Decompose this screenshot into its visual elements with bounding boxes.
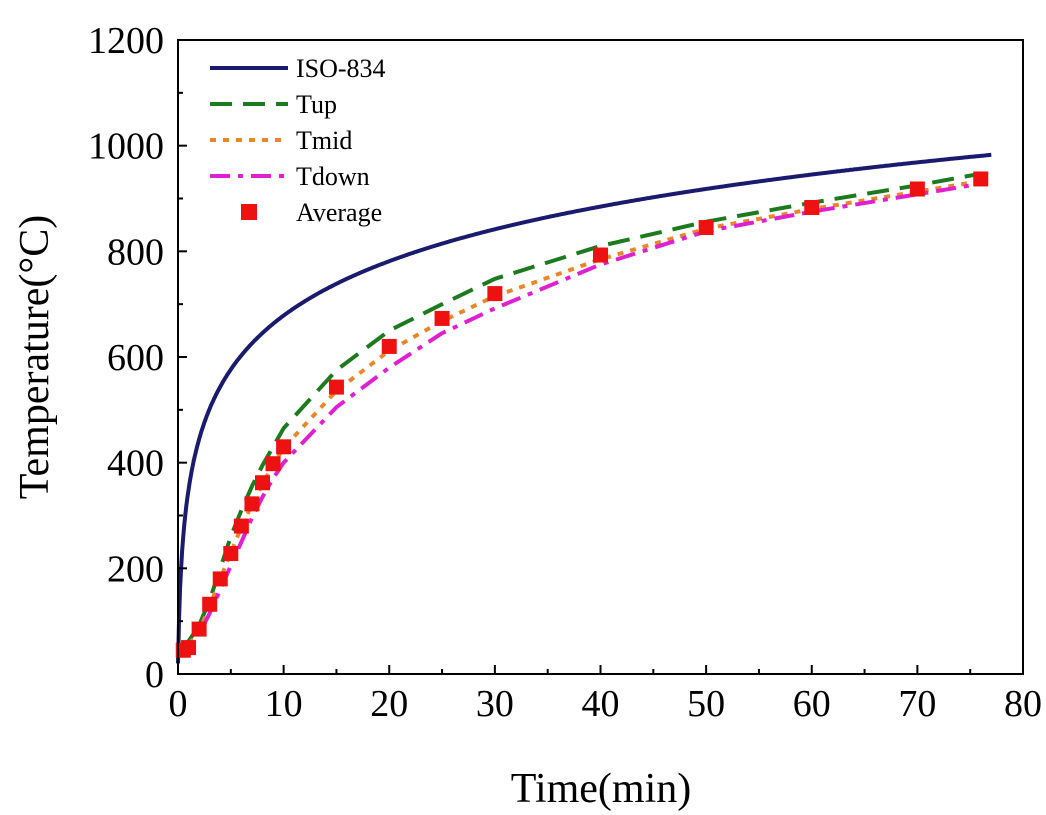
- average-marker: [202, 596, 218, 612]
- y-tick-label: 400: [107, 443, 164, 485]
- average-marker: [381, 338, 397, 354]
- x-tick-label: 50: [687, 683, 725, 725]
- legend-label-tup: Tup: [296, 90, 337, 119]
- average-marker: [328, 379, 344, 395]
- average-marker: [593, 247, 608, 263]
- average-marker: [255, 475, 270, 491]
- average-marker: [181, 640, 197, 656]
- x-tick-label: 30: [476, 683, 514, 725]
- average-marker: [223, 546, 239, 562]
- average-marker: [804, 199, 820, 215]
- y-tick-label: 800: [107, 231, 164, 273]
- x-tick-label: 70: [898, 683, 936, 725]
- y-tick-label: 1000: [88, 126, 164, 168]
- x-tick-label: 60: [793, 683, 831, 725]
- legend-label-tmid: Tmid: [296, 126, 352, 155]
- y-tick-label: 600: [107, 337, 164, 379]
- average-marker: [487, 286, 503, 302]
- average-marker: [191, 621, 207, 637]
- average-marker: [973, 171, 989, 187]
- average-marker: [233, 518, 249, 534]
- legend-swatch-average: [241, 204, 257, 220]
- average-marker: [244, 496, 260, 512]
- x-tick-label: 10: [265, 683, 303, 725]
- iso-834-line: [176, 152, 993, 664]
- x-tick-label: 80: [1004, 683, 1042, 725]
- series-layer: [175, 152, 993, 664]
- y-tick-label: 1200: [88, 20, 164, 62]
- x-tick-label: 20: [370, 683, 408, 725]
- x-tick-label: 40: [582, 683, 620, 725]
- legend-label-iso-834: ISO-834: [296, 54, 386, 83]
- y-tick-label: 200: [107, 548, 164, 590]
- y-tick-label: 0: [145, 654, 164, 696]
- y-axis-title: Temperature(°C): [12, 215, 58, 499]
- average-marker: [698, 220, 714, 236]
- legend-label-average: Average: [296, 198, 382, 227]
- average-marker: [909, 181, 925, 197]
- legend: ISO-834 Tup Tmid Tdown Average: [210, 54, 386, 227]
- average-marker: [434, 310, 450, 326]
- average-marker: [276, 439, 292, 455]
- average-marker: [212, 571, 228, 587]
- x-axis-title: Time(min): [511, 766, 691, 812]
- legend-label-tdown: Tdown: [296, 162, 370, 191]
- tup-line: [176, 171, 982, 650]
- average-marker: [265, 456, 281, 472]
- x-tick-label: 0: [169, 683, 188, 725]
